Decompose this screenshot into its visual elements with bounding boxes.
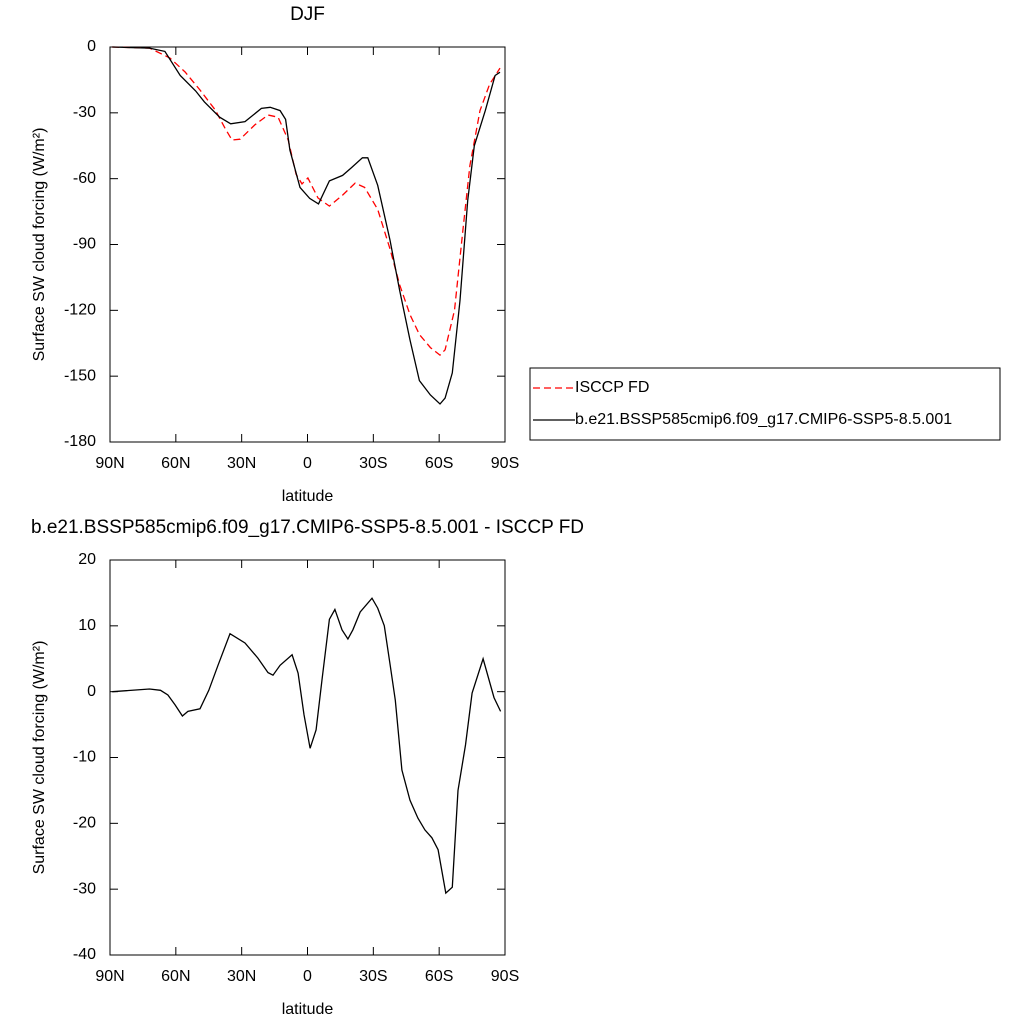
x-tick-label: 30N — [227, 968, 256, 985]
y-axis-label: Surface SW cloud forcing (W/m²) — [31, 128, 48, 362]
x-tick-label: 60N — [161, 455, 190, 472]
y-tick-label: -10 — [73, 749, 96, 766]
x-tick-label: 0 — [303, 455, 312, 472]
y-tick-label: -20 — [73, 815, 96, 832]
y-tick-label: 20 — [78, 551, 96, 568]
y-tick-label: -150 — [64, 367, 96, 384]
y-tick-label: 0 — [87, 38, 96, 55]
x-tick-label: 0 — [303, 968, 312, 985]
chart-title: DJF — [290, 4, 325, 25]
chart-title: b.e21.BSSP585cmip6.f09_g17.CMIP6-SSP5-8.… — [31, 517, 584, 538]
y-tick-label: -180 — [64, 433, 96, 450]
x-tick-label: 90S — [491, 968, 519, 985]
x-tick-label: 60S — [425, 455, 453, 472]
y-axis-label: Surface SW cloud forcing (W/m²) — [31, 641, 48, 875]
y-tick-label: -120 — [64, 302, 96, 319]
x-tick-label: 60S — [425, 968, 453, 985]
legend-label: b.e21.BSSP585cmip6.f09_g17.CMIP6-SSP5-8.… — [575, 411, 952, 428]
y-tick-label: -40 — [73, 946, 96, 963]
plot-frame — [109, 559, 506, 956]
legend-box — [529, 367, 1001, 441]
y-tick-label: -30 — [73, 880, 96, 897]
data-line — [112, 597, 502, 895]
x-tick-label: 30S — [359, 455, 387, 472]
x-tick-label: 30S — [359, 968, 387, 985]
data-line — [112, 46, 501, 356]
legend-label: ISCCP FD — [575, 379, 649, 396]
y-tick-label: -90 — [73, 236, 96, 253]
y-tick-label: -60 — [73, 170, 96, 187]
data-line — [112, 46, 501, 405]
x-tick-label: 90N — [95, 968, 124, 985]
x-axis-label: latitude — [282, 1001, 334, 1018]
x-axis-label: latitude — [282, 488, 334, 505]
x-tick-label: 90S — [491, 455, 519, 472]
y-tick-label: 10 — [78, 617, 96, 634]
x-tick-label: 90N — [95, 455, 124, 472]
x-tick-label: 60N — [161, 968, 190, 985]
x-tick-label: 30N — [227, 455, 256, 472]
plot-frame — [109, 46, 506, 443]
y-tick-label: 0 — [87, 683, 96, 700]
y-tick-label: -30 — [73, 104, 96, 121]
